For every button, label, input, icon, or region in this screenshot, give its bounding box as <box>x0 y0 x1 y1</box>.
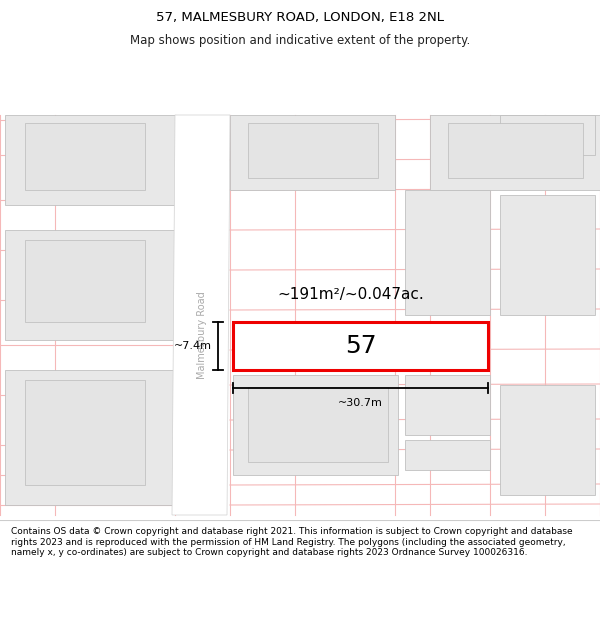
Bar <box>25 123 145 190</box>
Bar <box>233 375 398 475</box>
Bar <box>5 115 175 205</box>
Polygon shape <box>172 115 230 515</box>
Bar <box>500 115 595 155</box>
Bar <box>500 385 595 495</box>
Bar <box>405 440 490 470</box>
Bar <box>230 115 395 190</box>
Text: Contains OS data © Crown copyright and database right 2021. This information is : Contains OS data © Crown copyright and d… <box>11 528 572 557</box>
Text: Malmesbury Road: Malmesbury Road <box>197 291 207 379</box>
Text: ~30.7m: ~30.7m <box>338 398 383 408</box>
Bar <box>25 240 145 322</box>
Bar <box>405 190 490 315</box>
Bar <box>248 387 388 462</box>
Bar <box>430 115 600 190</box>
Bar <box>233 322 488 370</box>
Bar <box>5 230 175 340</box>
Bar <box>448 123 583 178</box>
Bar <box>5 370 175 505</box>
Bar <box>500 195 595 315</box>
Text: Map shows position and indicative extent of the property.: Map shows position and indicative extent… <box>130 34 470 47</box>
Bar <box>248 123 378 178</box>
Text: 57, MALMESBURY ROAD, LONDON, E18 2NL: 57, MALMESBURY ROAD, LONDON, E18 2NL <box>156 11 444 24</box>
Text: 57: 57 <box>344 334 376 358</box>
Text: ~191m²/~0.047ac.: ~191m²/~0.047ac. <box>277 288 424 302</box>
Bar <box>405 375 490 435</box>
Bar <box>25 380 145 485</box>
Text: ~7.4m: ~7.4m <box>174 341 212 351</box>
